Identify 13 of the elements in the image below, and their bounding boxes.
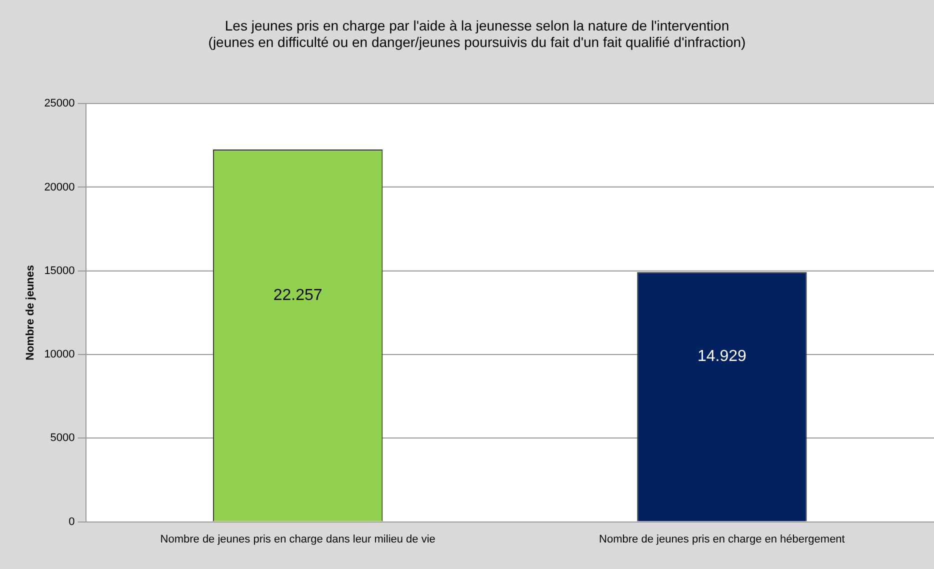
y-tick-label: 0 [68, 516, 75, 528]
y-tick-label: 25000 [44, 98, 75, 110]
y-axis-title: Nombre de jeunes [24, 265, 37, 360]
data-label: 14.929 [697, 348, 747, 366]
chart-subtitle: (jeunes en difficulté ou en danger/jeunes poursuivis du fait d'un fait qualifié d'infraction) [208, 34, 746, 50]
data-label: 22.257 [273, 286, 322, 304]
y-tick-label: 10000 [44, 348, 75, 361]
y-tick-label: 20000 [44, 181, 75, 194]
chart-title: Les jeunes pris en charge par l'aide à la jeunesse selon la nature de l'intervention [224, 17, 730, 34]
x-tick-label: Nombre de jeunes pris en charge en hébergement [599, 533, 845, 546]
y-tick-label: 5000 [50, 432, 75, 444]
x-tick-label: Nombre de jeunes pris en charge dans leur milieu de vie [160, 533, 436, 546]
y-tick-label: 15000 [44, 264, 75, 277]
